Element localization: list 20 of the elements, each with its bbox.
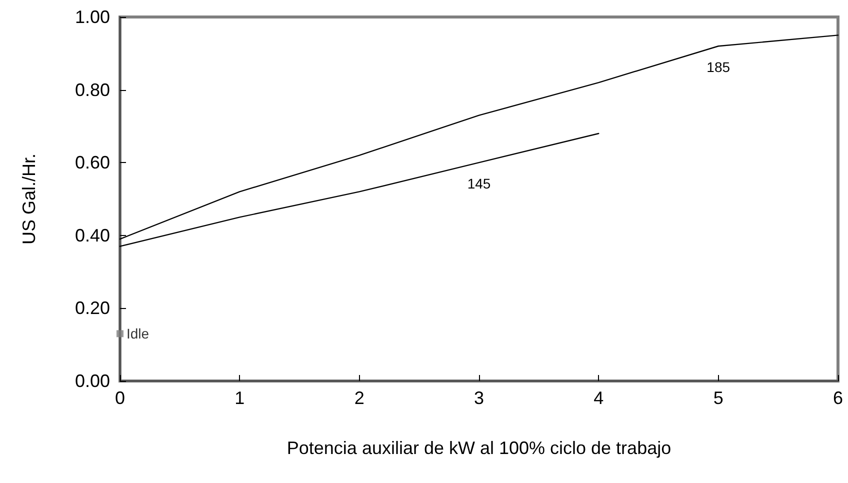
series-label: 185 [706,59,730,76]
y-tick-label: 0.40 [74,225,110,246]
x-tick-label: 5 [713,388,724,408]
x-tick-label: 4 [594,388,604,408]
y-tick-label: 0.80 [74,80,110,100]
line-series [119,132,600,247]
x-tick-label: 1 [234,388,245,408]
x-tick-label: 2 [354,388,364,408]
y-tick-label: 0.60 [74,152,110,173]
y-tick-label: 1.00 [74,7,110,27]
x-tick-label: 3 [474,388,484,408]
x-tick-label: 0 [114,388,126,408]
y-tick-label: 0.00 [74,371,110,391]
y-axis-title: US Gal./Hr. [19,153,39,245]
line-series [119,34,839,240]
y-tick-label: 0.20 [74,298,110,318]
series-label: 145 [467,176,491,192]
series-label: Idle [126,326,150,342]
x-tick-label: 6 [832,388,844,408]
x-axis-title: Potencia auxiliar de kW al 100% ciclo de trabajo [286,438,672,458]
